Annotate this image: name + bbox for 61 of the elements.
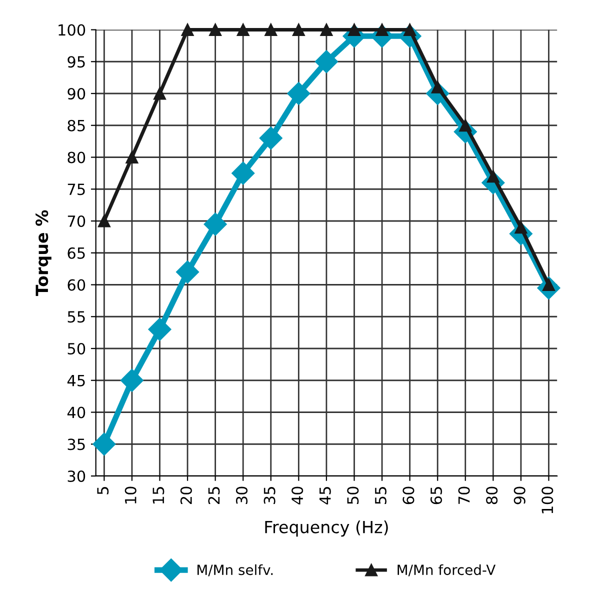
point [431,80,444,94]
x-tick-label: 20 [180,486,192,504]
legend-label: M/Mn selfv. [198,564,273,576]
x-tick-label: 90 [514,486,526,504]
point [126,151,138,164]
y-tick-label: 30 [68,470,86,482]
point [287,82,310,105]
point [259,126,282,150]
point [204,212,227,236]
x-tick-label: 45 [320,487,331,504]
point [120,368,144,392]
y-tick-label: 95 [68,56,85,68]
x-tick-label: 35 [264,487,276,504]
y-tick-label: 45 [67,375,85,386]
point [236,24,250,36]
point [92,432,116,456]
point [314,50,338,74]
y-tick-label: 85 [68,120,85,132]
x-tick-label: 10 [124,486,136,504]
point [209,24,222,36]
y-tick-label: 70 [68,215,86,228]
point [459,119,472,132]
point [148,318,172,341]
y-tick-label: 65 [68,247,85,259]
y-tick-label: 55 [68,311,85,323]
x-tick-label: 100 [542,486,554,514]
y-tick-label: 50 [68,342,86,355]
point [153,87,166,100]
y-axis-title: Torque % [36,210,52,296]
x-tick-label: 50 [347,486,359,504]
point [176,260,200,284]
y-tick-label: 80 [68,152,86,164]
x-axis-title: Frequency (Hz) [265,520,388,537]
point [404,24,416,36]
point [98,214,110,228]
y-tick-label: 40 [67,406,86,418]
point [292,24,305,36]
point [181,24,194,36]
x-tick-label: 25 [208,487,220,504]
point [376,24,388,36]
x-tick-label: 15 [152,487,164,504]
x-tick-label: 80 [486,486,498,504]
y-tick-label: 35 [68,438,85,450]
y-tick-label: 100 [58,24,86,36]
point [486,170,500,183]
y-tick-label: 75 [68,184,85,196]
y-tick-label: 60 [68,279,86,291]
point [514,221,528,234]
y-tick-label: 90 [68,88,86,100]
point [232,162,255,185]
x-tick-label: 30 [236,486,248,504]
point [320,24,333,36]
legend-label: M/Mn forced-V [398,564,496,576]
x-tick-label: 60 [402,486,414,504]
point [348,24,360,36]
x-tick-label: 5 [97,487,109,494]
x-tick-label: 55 [375,487,386,504]
point [264,24,278,36]
x-tick-label: 40 [292,486,304,504]
x-tick-label: 65 [430,487,442,504]
x-tick-label: 70 [458,486,470,504]
